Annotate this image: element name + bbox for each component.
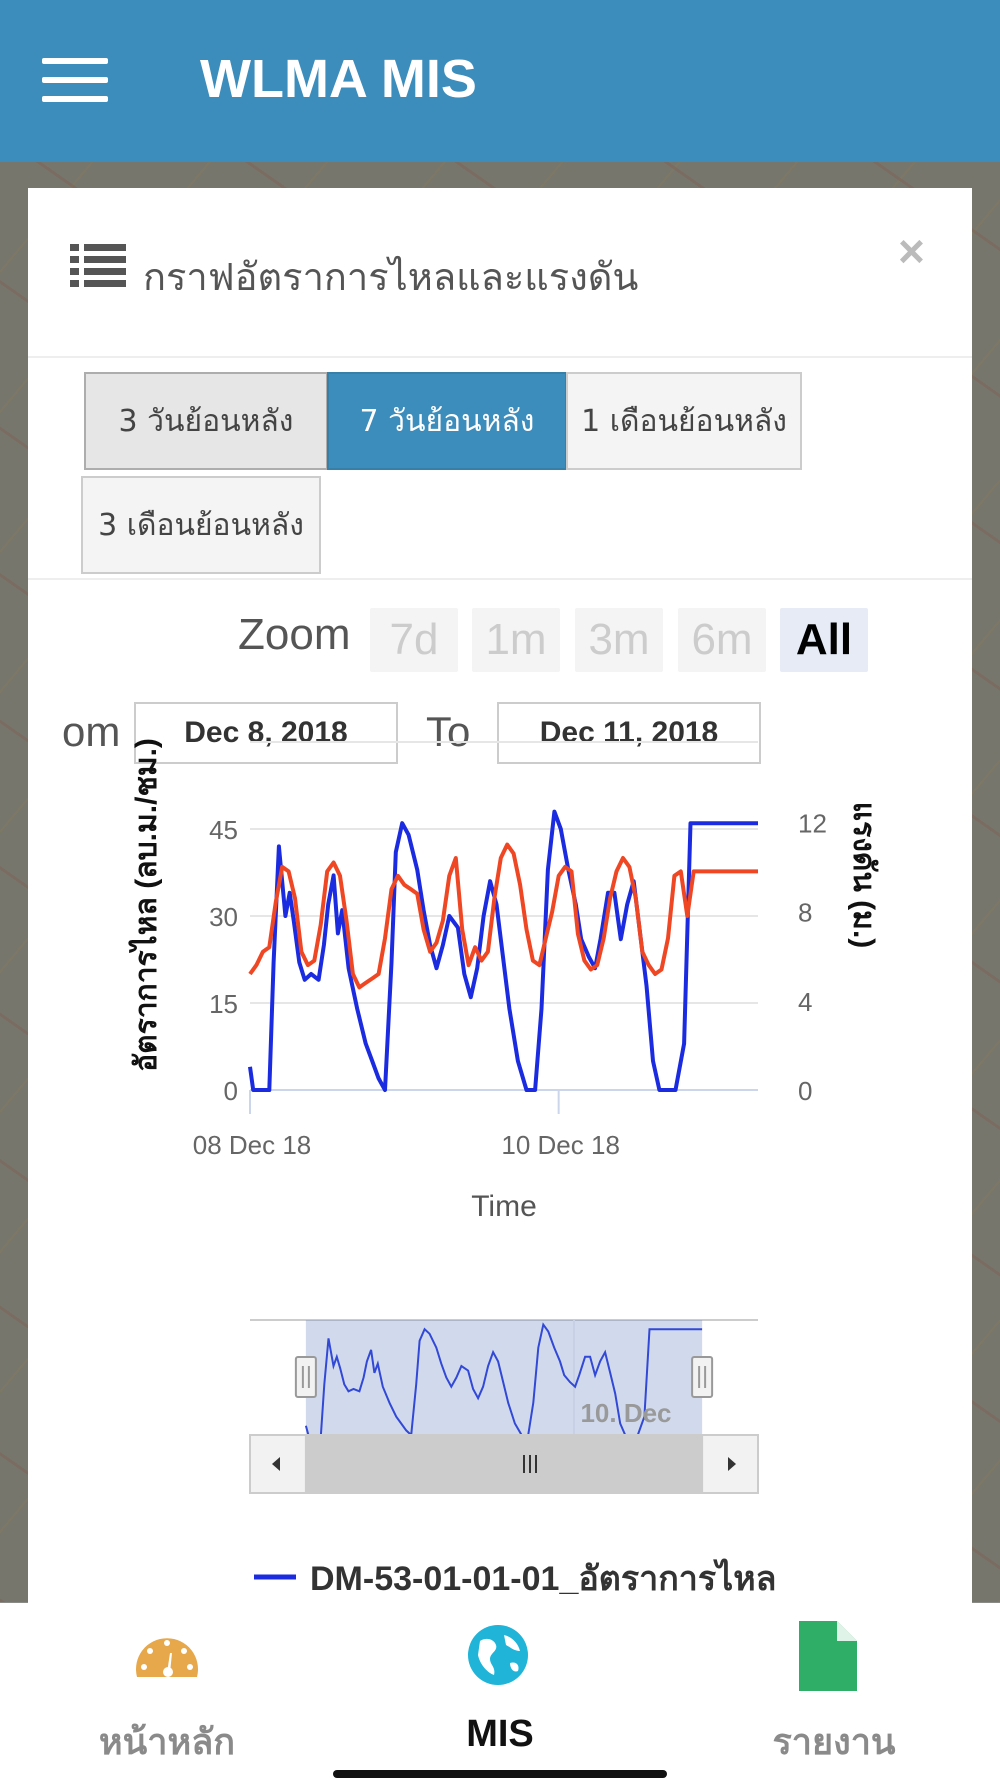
navigator-right-handle[interactable] [691, 1356, 714, 1398]
nav-mis[interactable]: MIS [380, 1603, 620, 1778]
app-header: WLMA MIS [0, 0, 1000, 162]
modal-header: กราฟอัตราการไหลและแรงดัน × [28, 188, 972, 358]
chart-modal: กราฟอัตราการไหลและแรงดัน × 3 วันย้อนหลัง… [28, 188, 972, 1603]
navigator-date-label: 10. Dec [580, 1398, 671, 1428]
speedometer-icon [136, 1638, 198, 1677]
x-tick-label: 10 Dec 18 [501, 1130, 620, 1160]
series-line-1 [248, 842, 758, 990]
zoom-6m-button[interactable]: 6m [678, 608, 766, 672]
y-right-tick-label: 12 [798, 808, 827, 838]
app-title: WLMA MIS [200, 49, 477, 109]
range-button-1-month[interactable]: 1 เดือนย้อนหลัง [566, 372, 802, 470]
nav-report[interactable]: รายงาน [714, 1603, 954, 1778]
scrollbar-thumb[interactable] [305, 1436, 703, 1492]
x-axis-title: Time [471, 1190, 537, 1223]
flow-pressure-chart: 0 15 30 45 0 4 8 12 08 Dec 18 10 Dec 18 Time อัตราก… [128, 738, 880, 1598]
handle-body [294, 1356, 317, 1398]
y-right-tick-label: 0 [798, 1076, 812, 1106]
to-label: To [426, 708, 471, 755]
home-indicator [333, 1770, 667, 1778]
from-date-input[interactable]: Dec 8, 2018 [134, 702, 398, 764]
nav-home-label: หน้าหลัก [98, 1722, 236, 1763]
document-icon [799, 1621, 857, 1691]
nav-report-label: รายงาน [772, 1722, 896, 1763]
nav-mis-label: MIS [466, 1713, 534, 1755]
legend-label: DM-53-01-01-01_อัตราการไหล [310, 1558, 777, 1598]
from-label: om [62, 708, 121, 755]
y-right-axis-title: แรงดัน (ม.) [847, 802, 880, 949]
navigator-window [305, 1320, 703, 1435]
y-right-tick-label: 8 [798, 898, 812, 928]
modal-title: กราฟอัตราการไหลและแรงดัน [143, 255, 639, 299]
zoom-label: Zoom [238, 610, 351, 659]
globe-icon [468, 1625, 528, 1685]
to-date-input[interactable]: Dec 11, 2018 [497, 702, 761, 764]
zoom-3m-button[interactable]: 3m [575, 608, 663, 672]
divider [28, 578, 972, 580]
y-left-tick-label: 45 [209, 815, 238, 845]
navigator-left-handle[interactable] [294, 1356, 317, 1398]
zoom-all-button[interactable]: All [780, 608, 868, 672]
zoom-1m-button[interactable]: 1m [472, 608, 560, 672]
range-button-3-months[interactable]: 3 เดือนย้อนหลัง [81, 476, 321, 574]
list-icon [70, 244, 126, 287]
bottom-navigation: หน้าหลัก MIS รายงาน [0, 1603, 1000, 1778]
handle-body [691, 1356, 714, 1398]
range-button-3-days[interactable]: 3 วันย้อนหลัง [84, 372, 328, 470]
series-line-0 [248, 809, 758, 1092]
legend-item[interactable]: DM-53-01-01-01_อัตราการไหล [254, 1558, 777, 1598]
y-left-tick-label: 0 [224, 1076, 238, 1106]
y-left-axis-title: อัตราการไหล (ลบ.ม./ชม.) [128, 738, 163, 1072]
close-button[interactable]: × [898, 225, 925, 277]
scroll-right-arrow[interactable] [728, 1457, 736, 1471]
nav-home[interactable]: หน้าหลัก [47, 1603, 287, 1778]
y-left-tick-label: 30 [209, 902, 238, 932]
y-left-tick-label: 15 [209, 989, 238, 1019]
x-tick-label: 08 Dec 18 [193, 1130, 312, 1160]
y-right-tick-label: 4 [798, 987, 812, 1017]
zoom-7d-button[interactable]: 7d [370, 608, 458, 672]
range-button-7-days[interactable]: 7 วันย้อนหลัง [327, 372, 567, 470]
scroll-left-arrow[interactable] [272, 1457, 280, 1471]
menu-icon[interactable] [42, 56, 108, 104]
